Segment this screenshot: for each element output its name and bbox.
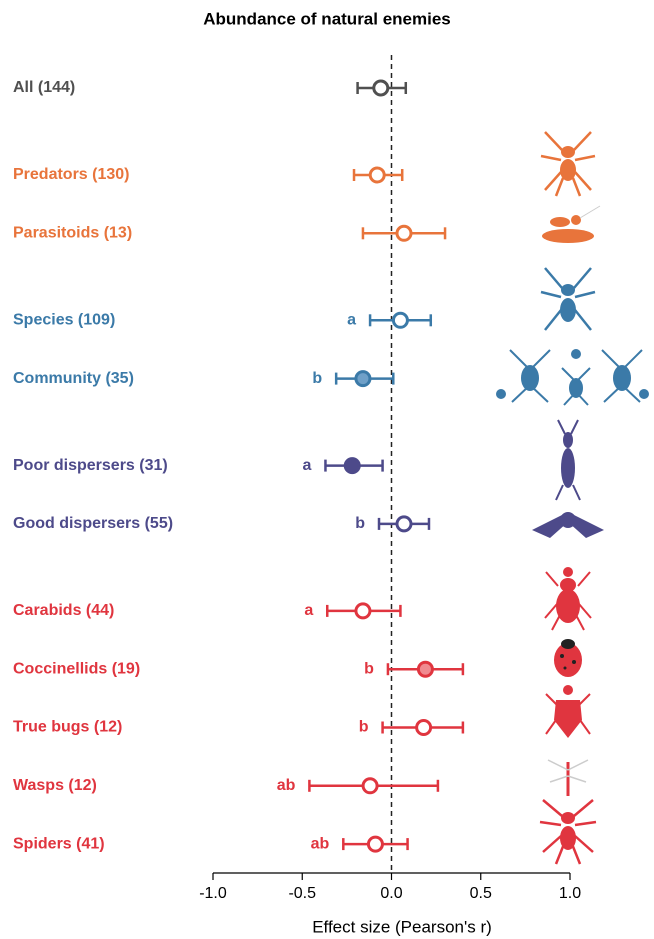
- group-letter: ab: [311, 835, 330, 852]
- point: [395, 515, 413, 533]
- x-tick-label: 0.0: [380, 885, 402, 902]
- point: [416, 660, 434, 678]
- point: [361, 777, 379, 795]
- point: [391, 311, 409, 329]
- species-icon: [540, 267, 596, 331]
- row-label: Predators (130): [13, 166, 130, 183]
- carabid-icon: [544, 567, 592, 631]
- point: [415, 719, 433, 736]
- row-label: Spiders (41): [13, 835, 105, 852]
- x-tick-label: -0.5: [288, 885, 316, 902]
- chart-title: Abundance of natural enemies: [203, 9, 451, 28]
- group-letter: a: [303, 457, 312, 474]
- row-label: Parasitoids (13): [13, 225, 132, 242]
- row-label: Poor dispersers (31): [13, 457, 168, 474]
- row-label: Coccinellids (19): [13, 660, 140, 677]
- x-axis-label: Effect size (Pearson's r): [312, 917, 492, 936]
- row-label: Wasps (12): [13, 777, 97, 794]
- point: [372, 79, 390, 97]
- row-label: Species (109): [13, 312, 115, 329]
- point: [354, 602, 372, 620]
- icons: [496, 131, 649, 865]
- row-label: Community (35): [13, 370, 134, 387]
- point: [368, 166, 386, 184]
- good-disperser-icon: [532, 512, 604, 538]
- wasp-icon: [547, 759, 589, 796]
- x-tick-label: 1.0: [559, 885, 581, 902]
- point: [343, 457, 361, 475]
- group-letter: a: [347, 312, 356, 329]
- group-letter: a: [304, 602, 313, 619]
- coccinellid-icon: [554, 639, 582, 677]
- point: [366, 835, 384, 853]
- spider-icon: [539, 799, 597, 865]
- group-letter: b: [312, 370, 322, 387]
- poor-disperser-icon: [555, 419, 581, 501]
- x-tick-label: 0.5: [470, 885, 492, 902]
- parasitoid-icon: [542, 205, 601, 243]
- point: [354, 370, 372, 388]
- row-label: Good dispersers (55): [13, 515, 173, 532]
- true-bug-icon: [545, 685, 591, 738]
- point: [395, 224, 413, 242]
- group-letter: b: [364, 660, 374, 677]
- predator-icon: [540, 131, 596, 197]
- group-letter: b: [355, 515, 365, 532]
- row-label: True bugs (12): [13, 719, 122, 736]
- community-icon: [496, 349, 649, 406]
- group-letter: b: [359, 719, 369, 736]
- x-tick-label: -1.0: [199, 885, 227, 902]
- row-label: All (144): [13, 79, 75, 96]
- row-label: Carabids (44): [13, 602, 114, 619]
- group-letter: ab: [277, 777, 296, 794]
